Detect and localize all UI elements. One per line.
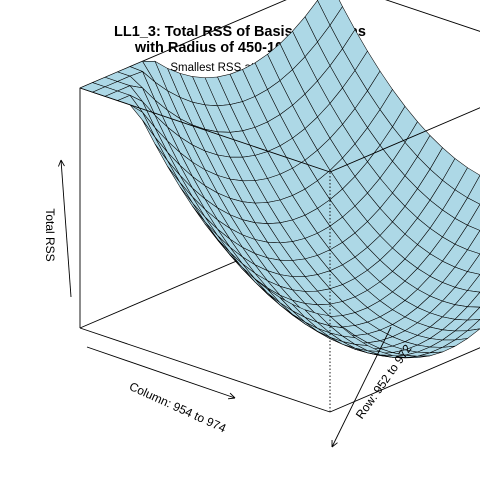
box-edge-top-front-left xyxy=(79,87,331,173)
x-axis-arrow-head xyxy=(229,392,236,399)
x-axis-label: Column: 954 to 974 xyxy=(127,379,228,435)
box-edge-front-bottom xyxy=(79,327,331,413)
box-edge-right-bottom xyxy=(329,347,480,413)
axis-arrows xyxy=(58,159,392,448)
z-axis-arrow xyxy=(60,159,72,298)
z-axis-arrow-head xyxy=(58,159,62,167)
z-axis-label: Total RSS xyxy=(43,208,57,261)
y-axis-arrow xyxy=(331,326,392,448)
surface-mesh xyxy=(79,0,480,359)
front-box-edges xyxy=(79,87,480,413)
y-axis-arrow-head xyxy=(331,442,338,448)
box-edge-top-front-right xyxy=(329,107,480,173)
x-axis-arrow-head xyxy=(227,397,236,400)
box-edge-top-back-right xyxy=(385,0,480,32)
z-axis-arrow-head xyxy=(60,159,65,167)
x-axis-arrow xyxy=(86,346,236,399)
